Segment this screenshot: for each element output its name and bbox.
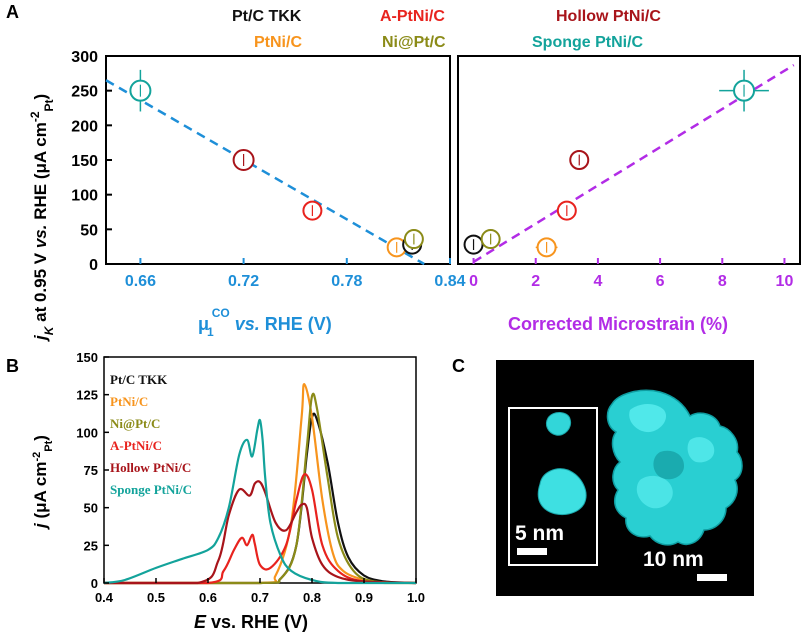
xtick-label-b-1.0: 1.0 (407, 590, 425, 605)
ylabel-a-pt: Pt (42, 99, 56, 111)
ytick-label-b-25: 25 (84, 538, 98, 553)
ytick-label-a-300: 300 (71, 49, 98, 66)
panel-b: 0 25 50 75 100 125 150 0.4 0.5 0.6 0.7 0.8 0.9 1.0 P… (76, 350, 425, 605)
panel-a-left-x-label: μ1 CO vs. RHE (V) (198, 306, 332, 339)
panel-a-left-fit-line (105, 79, 425, 266)
legend-b-pt-c-tkk: Pt/C TKK (110, 372, 168, 387)
panel-label-c: C (452, 356, 465, 376)
xtick-label-b-0.5: 0.5 (147, 590, 165, 605)
panel-c-image: 5 nm 10 nm (496, 360, 754, 596)
xlabel-a1-mu: μ (198, 314, 209, 334)
ylabel-b-j: j (31, 522, 50, 530)
ylabel-b-sup: -2 (31, 452, 43, 462)
legend-b-a-ptni-c: A-PtNi/C (110, 438, 162, 453)
ylabel-a-j: j (31, 334, 50, 342)
legend-b-ptni-c: PtNi/C (110, 394, 148, 409)
scalebar-inset (517, 548, 547, 555)
small-particle-top (545, 412, 572, 436)
xlabel-a1-rest: RHE (V) (260, 314, 332, 334)
xtick-label-b-0.7: 0.7 (251, 590, 269, 605)
xtick-label-a2-6: 6 (656, 273, 665, 290)
panel-label-b: B (6, 356, 19, 376)
ytick-label-a-200: 200 (71, 118, 98, 135)
series-b-ni-pt-c (104, 392, 417, 585)
aggregate-shadow (653, 450, 684, 480)
ylabel-b-pt: Pt (43, 440, 55, 451)
legend-top-sponge-ptni-c: Sponge PtNi/C (532, 34, 644, 51)
panel-b-y-label: j (μA cm-2Pt) (31, 435, 55, 530)
ylabel-b-end: ) (31, 435, 50, 441)
xtick-label-b-0.4: 0.4 (95, 590, 114, 605)
xlabel-a1-sub: 1 (207, 325, 214, 339)
xtick-label-a2-10: 10 (776, 273, 794, 290)
legend-top-hollow-ptni-c: Hollow PtNi/C (556, 8, 661, 25)
aggregate-highlight-3 (636, 475, 673, 509)
ytick-label-b-100: 100 (76, 425, 98, 440)
xtick-label-b-0.8: 0.8 (303, 590, 321, 605)
ytick-label-b-75: 75 (84, 463, 98, 478)
aggregate-highlight-1 (629, 404, 667, 433)
legend-top-ni-pt-c: Ni@Pt/C (382, 34, 446, 51)
panel-a-y-label: jK at 0.95 V vs. RHE (μA cm-2Pt) (28, 94, 56, 342)
xtick-label-a1-0.66: 0.66 (125, 273, 156, 290)
inset-frame (508, 407, 598, 566)
xtick-label-a2-2: 2 (531, 273, 540, 290)
legend-b-sponge-ptni-c: Sponge PtNi/C (110, 482, 192, 497)
legend-top-pt-c-tkk: Pt/C TKK (232, 8, 302, 25)
ylabel-a-sup: -2 (28, 111, 42, 122)
ylabel-b-rest: (μA cm (31, 462, 50, 524)
xtick-label-a2-0: 0 (469, 273, 478, 290)
xtick-label-b-0.6: 0.6 (199, 590, 217, 605)
xtick-label-a2-4: 4 (593, 273, 602, 290)
series-b-a-ptni-c (104, 473, 417, 585)
ytick-label-b-0: 0 (91, 576, 98, 591)
scalebar-main-label: 10 nm (643, 548, 704, 571)
legend-top-ptni-c: PtNi/C (254, 34, 302, 51)
legend-b-hollow-ptni-c: Hollow PtNi/C (110, 460, 191, 475)
ylabel-a-vs: vs. (31, 225, 50, 249)
panel-a-left-frame (105, 55, 451, 265)
ytick-label-b-125: 125 (76, 388, 98, 403)
ylabel-a-end: ) (31, 94, 50, 100)
panel-a-right-frame (457, 55, 801, 265)
top-legend: Pt/C TKK A-PtNi/C Hollow PtNi/C PtNi/C N… (232, 8, 661, 51)
scalebar-main (697, 574, 727, 581)
aggregate-highlight-2 (687, 437, 715, 463)
ytick-label-a-250: 250 (71, 84, 98, 101)
panel-a-right-x-label: Corrected Microstrain (%) (508, 314, 728, 334)
xlabel-a1-sup: CO (212, 306, 230, 320)
panel-a-left: 0 50 100 150 200 250 300 0.66 0.72 0.78 0.84 (71, 49, 465, 290)
xtick-label-a1-0.72: 0.72 (228, 273, 259, 290)
xtick-label-a1-0.78: 0.78 (331, 273, 362, 290)
xlabel-b-e: E (194, 612, 207, 632)
xlabel-b-rest: vs. RHE (V) (206, 612, 308, 632)
panel-b-legend: Pt/C TKK PtNi/C Ni@Pt/C A-PtNi/C Hollow … (110, 372, 192, 497)
ytick-label-a-0: 0 (89, 257, 98, 274)
legend-top-a-ptni-c: A-PtNi/C (380, 8, 445, 25)
legend-b-ni-pt-c: Ni@Pt/C (110, 416, 160, 431)
ylabel-a-k: K (42, 325, 56, 335)
ylabel-a-rest: RHE (μA cm (31, 122, 50, 224)
panel-b-x-label: E vs. RHE (V) (194, 612, 308, 632)
ylabel-a-mid: at 0.95 V (31, 248, 50, 326)
ytick-label-b-150: 150 (76, 350, 98, 365)
ytick-label-a-50: 50 (80, 222, 98, 239)
panel-label-a: A (6, 2, 19, 22)
ytick-label-a-100: 100 (71, 188, 98, 205)
series-b-hollow-ptni-c (104, 480, 417, 585)
ytick-label-b-50: 50 (84, 501, 98, 516)
series-b-sponge-ptni-c (103, 418, 416, 585)
ytick-label-a-150: 150 (71, 153, 98, 170)
panel-a-right-fit-line (472, 63, 795, 263)
xtick-label-a1-0.84: 0.84 (434, 273, 465, 290)
xtick-label-b-0.9: 0.9 (355, 590, 373, 605)
xtick-label-a2-8: 8 (718, 273, 727, 290)
panel-a-right: 0 2 4 6 8 10 (457, 55, 801, 290)
xlabel-a1-vs: vs. (230, 314, 260, 334)
small-particle-bottom (537, 468, 587, 516)
scalebar-inset-label: 5 nm (515, 522, 564, 545)
